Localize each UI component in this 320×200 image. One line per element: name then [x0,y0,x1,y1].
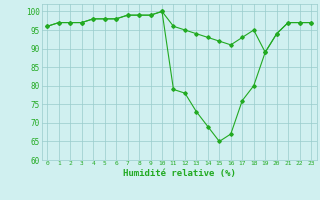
X-axis label: Humidité relative (%): Humidité relative (%) [123,169,236,178]
